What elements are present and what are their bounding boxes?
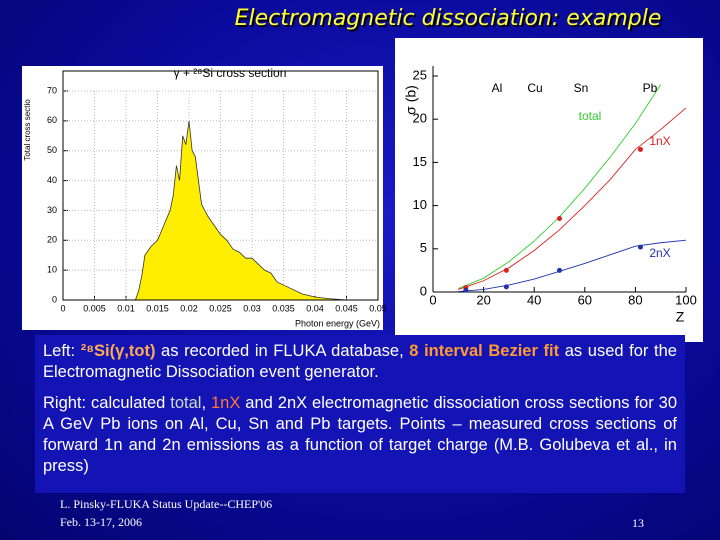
- series-label: 2nX: [649, 246, 670, 260]
- series-line: [458, 107, 687, 290]
- x-tick-label: 0.04: [306, 303, 324, 313]
- y-tick-label: 40: [47, 175, 57, 185]
- slide-title: Electromagnetic dissociation: example: [235, 6, 662, 31]
- y-axis-label: Total cross sectio: [23, 99, 32, 161]
- x-tick-label: 0.005: [83, 303, 106, 313]
- plot-frame: [62, 70, 379, 301]
- y-tick-label: 5: [420, 240, 427, 255]
- x-tick-label: 0.025: [209, 303, 232, 313]
- data-point: [637, 146, 643, 152]
- data-point: [557, 216, 562, 222]
- title-shadow: Electromagnetic dissociation: example: [237, 8, 664, 33]
- target-label: Pb: [643, 81, 658, 95]
- target-label: Cu: [527, 81, 542, 95]
- x-tick-label: 0.045: [335, 303, 358, 313]
- text-run: 1nX: [211, 394, 241, 412]
- y-tick-label: 20: [413, 111, 427, 126]
- text-run: ²⁸Si(γ,tot): [80, 342, 156, 360]
- text-run: and 2nX electromagnetic dissociation cro…: [43, 394, 677, 475]
- x-tick-label: 0.035: [272, 303, 295, 313]
- left-paragraph: Left: ²⁸Si(γ,tot) as recorded in FLUKA d…: [43, 341, 677, 383]
- page-number: 13: [632, 516, 644, 530]
- x-tick-label: 100: [675, 292, 697, 307]
- data-point: [503, 267, 509, 273]
- right-chart-bg: [395, 38, 703, 342]
- x-tick-label: 0.01: [117, 303, 135, 313]
- chart-title: γ + ²⁸Si cross section: [174, 66, 287, 80]
- series-line: [458, 239, 687, 293]
- text-run: ,: [201, 394, 211, 412]
- x-tick-label: 0: [60, 303, 65, 313]
- x-tick-label: 0.03: [243, 303, 261, 313]
- y-tick-label: 10: [413, 197, 427, 212]
- text-run: 8 interval Bezier fit: [409, 342, 560, 360]
- y-tick-label: 70: [47, 85, 57, 95]
- y-tick-label: 50: [47, 145, 57, 155]
- x-tick-label: 20: [476, 292, 490, 307]
- text-box: Left: ²⁸Si(γ,tot) as recorded in FLUKA d…: [35, 335, 685, 493]
- y-tick-label: 60: [47, 115, 57, 125]
- y-tick-label: 15: [413, 154, 427, 169]
- series-label: total: [579, 109, 602, 123]
- series-label: 1nX: [649, 134, 670, 148]
- y-tick-label: 0: [420, 283, 427, 298]
- text-run: Left:: [43, 342, 81, 360]
- text-run: Right: calculated: [43, 394, 171, 412]
- data-point: [463, 287, 469, 293]
- target-label: Sn: [574, 81, 589, 95]
- text-run: as recorded in FLUKA database,: [155, 342, 410, 360]
- right-paragraph: Right: calculated total, 1nX and 2nX ele…: [43, 393, 677, 477]
- x-tick-label: 0.015: [146, 303, 169, 313]
- footer-line: Feb. 13-17, 2006: [60, 515, 142, 529]
- x-tick-label: 0.05: [369, 303, 387, 313]
- y-tick-label: 0: [52, 294, 57, 304]
- text-run: as used for the Electromagnetic Dissocia…: [43, 342, 677, 381]
- footer-line: L. Pinsky-FLUKA Status Update--CHEP'06: [60, 497, 273, 511]
- y-axis-label: σ (b): [403, 85, 419, 115]
- y-tick-label: 10: [47, 265, 57, 275]
- target-label: Al: [492, 81, 503, 95]
- data-point: [557, 267, 562, 273]
- x-tick-label: 40: [527, 292, 541, 307]
- area: [134, 120, 347, 301]
- y-tick-label: 25: [413, 67, 427, 82]
- x-tick-label: 0.02: [180, 303, 198, 313]
- x-tick-label: 60: [578, 292, 592, 307]
- y-tick-label: 20: [47, 235, 57, 245]
- text-run: total: [170, 394, 202, 412]
- x-axis-label: Photon energy (GeV): [295, 318, 380, 328]
- y-tick-label: 30: [47, 205, 57, 215]
- x-tick-label: 80: [628, 292, 642, 307]
- data-point: [503, 284, 509, 290]
- x-tick-label: 0: [429, 292, 436, 307]
- data-point: [637, 244, 643, 250]
- x-axis-label: Z: [676, 309, 685, 325]
